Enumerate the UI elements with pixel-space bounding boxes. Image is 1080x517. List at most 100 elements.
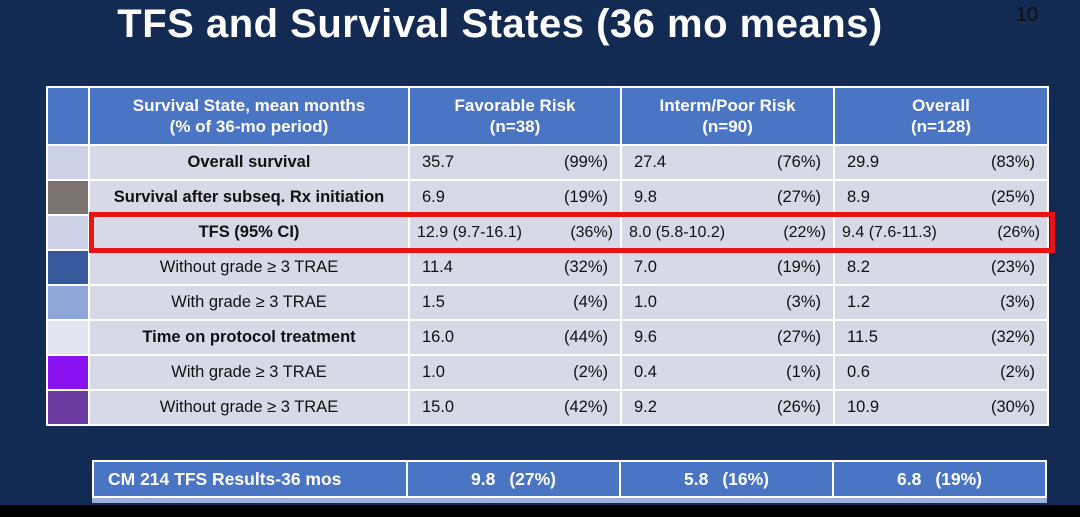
row-color-swatch bbox=[48, 321, 88, 354]
overall-cell: 29.9 (83%) bbox=[835, 146, 1047, 179]
row-label: Overall survival bbox=[90, 146, 408, 179]
header-line: Interm/Poor Risk bbox=[659, 95, 796, 115]
table-row-without-grade3-trae-protocol: Without grade ≥ 3 TRAE 15.0 (42%) 9.2 (26%… bbox=[48, 391, 1047, 424]
cm214-label: CM 214 TFS Results-36 mos bbox=[94, 462, 406, 496]
row-color-swatch bbox=[48, 216, 88, 249]
pct-value: (30%) bbox=[990, 398, 1035, 416]
row-label: With grade ≥ 3 TRAE bbox=[90, 286, 408, 319]
mean-value: 1.2 bbox=[847, 293, 870, 311]
row-label: Without grade ≥ 3 TRAE bbox=[90, 251, 408, 284]
pct-value: (27%) bbox=[776, 188, 821, 206]
pct-value: (27%) bbox=[509, 468, 556, 489]
pct-value: (2%) bbox=[1000, 363, 1035, 381]
pct-value: (36%) bbox=[570, 223, 613, 241]
table-row-survival-after-subseq-rx: Survival after subseq. Rx initiation 6.9… bbox=[48, 181, 1047, 214]
table-row-time-on-protocol: Time on protocol treatment 16.0 (44%) 9.6… bbox=[48, 321, 1047, 354]
mean-value: 10.9 bbox=[847, 398, 880, 416]
header-overall: Overall (n=128) bbox=[835, 88, 1047, 144]
pct-value: (19%) bbox=[935, 468, 982, 489]
mean-value: 16.0 bbox=[422, 328, 455, 346]
favorable-cell: 35.7 (99%) bbox=[410, 146, 620, 179]
pct-value: (26%) bbox=[776, 398, 821, 416]
interm-cell: 27.4 (76%) bbox=[622, 146, 833, 179]
favorable-cell: 11.4 (32%) bbox=[410, 251, 620, 284]
pct-value: (1%) bbox=[786, 363, 821, 381]
pct-value: (3%) bbox=[786, 293, 821, 311]
pct-value: (44%) bbox=[563, 328, 608, 346]
pct-value: (99%) bbox=[563, 153, 608, 171]
pct-value: (19%) bbox=[776, 258, 821, 276]
mean-value: 8.9 bbox=[847, 188, 870, 206]
interm-cell: 9.6 (27%) bbox=[622, 321, 833, 354]
mean-value: 6.8 bbox=[896, 468, 922, 489]
header-survival-state: Survival State, mean months (% of 36-mo … bbox=[90, 88, 408, 144]
header-swatch-cell bbox=[48, 88, 88, 144]
interm-cell: 8.0 (5.8-10.2) (22%) bbox=[622, 216, 833, 249]
mean-value: 35.7 bbox=[422, 153, 455, 171]
mean-value: 27.4 bbox=[634, 153, 667, 171]
table-row-with-grade3-trae-protocol: With grade ≥ 3 TRAE 1.0 (2%) 0.4 (1%) 0.6 (… bbox=[48, 356, 1047, 389]
mean-value: 5.8 bbox=[683, 468, 709, 489]
mean-value: 8.2 bbox=[847, 258, 870, 276]
header-line: (n=90) bbox=[702, 117, 753, 136]
mean-value: 9.8 bbox=[634, 188, 657, 206]
mean-value: 7.0 bbox=[634, 258, 657, 276]
interm-cell: 9.2 (26%) bbox=[622, 391, 833, 424]
pct-value: (42%) bbox=[563, 398, 608, 416]
interm-cell: 9.8 (27%) bbox=[622, 181, 833, 214]
mean-value: 1.0 bbox=[422, 363, 445, 381]
row-label: Without grade ≥ 3 TRAE bbox=[90, 391, 408, 424]
row-label: Survival after subseq. Rx initiation bbox=[90, 181, 408, 214]
interm-cell: 1.0 (3%) bbox=[622, 286, 833, 319]
table-row-without-grade3-trae-tfs: Without grade ≥ 3 TRAE 11.4 (32%) 7.0 (19%… bbox=[48, 251, 1047, 284]
header-line: (n=38) bbox=[489, 117, 541, 136]
mean-value: 0.4 bbox=[634, 363, 657, 381]
overall-cell: 11.5 (32%) bbox=[835, 321, 1047, 354]
header-interm-poor-risk: Interm/Poor Risk (n=90) bbox=[622, 88, 833, 144]
overall-cell: 9.4 (7.6-11.3) (26%) bbox=[835, 216, 1047, 249]
pct-value: (16%) bbox=[722, 468, 769, 489]
row-label: With grade ≥ 3 TRAE bbox=[90, 356, 408, 389]
header-line: Survival State, mean months bbox=[132, 95, 366, 115]
pct-value: (4%) bbox=[573, 293, 608, 311]
mean-value: 6.9 bbox=[422, 188, 445, 206]
favorable-cell: 16.0 (44%) bbox=[410, 321, 620, 354]
slide-title: TFS and Survival States (36 mo means) bbox=[117, 2, 883, 46]
mean-value: 11.5 bbox=[847, 328, 878, 346]
table-row-with-grade3-trae-tfs: With grade ≥ 3 TRAE 1.5 (4%) 1.0 (3%) 1.2 (… bbox=[48, 286, 1047, 319]
survival-states-table: Survival State, mean months (% of 36-mo … bbox=[46, 86, 1055, 426]
pct-value: (26%) bbox=[997, 223, 1040, 241]
mean-value: 9.6 bbox=[634, 328, 657, 346]
header-line: (% of 36-mo period) bbox=[169, 117, 329, 136]
interm-cell: 0.4 (1%) bbox=[622, 356, 833, 389]
pct-value: (23%) bbox=[990, 258, 1035, 276]
mean-value: 11.4 bbox=[422, 258, 453, 276]
mean-value: 12.9 (9.7-16.1) bbox=[417, 223, 522, 241]
pct-value: (27%) bbox=[776, 328, 821, 346]
overall-cell: 0.6 (2%) bbox=[835, 356, 1047, 389]
pct-value: (19%) bbox=[563, 188, 608, 206]
overall-cell: 8.2 (23%) bbox=[835, 251, 1047, 284]
cm214-results-bar: CM 214 TFS Results-36 mos 9.8 (27%) 5.8 (1… bbox=[92, 460, 1047, 498]
mean-value: 29.9 bbox=[847, 153, 880, 171]
row-label: TFS (95% CI) bbox=[90, 216, 408, 249]
row-color-swatch bbox=[48, 181, 88, 214]
table-row-tfs: TFS (95% CI) 12.9 (9.7-16.1) (36%) 8.0 (5… bbox=[48, 212, 1055, 253]
pct-value: (83%) bbox=[990, 153, 1035, 171]
cm214-favorable-cell: 9.8 (27%) bbox=[408, 462, 619, 496]
row-color-swatch bbox=[48, 391, 88, 424]
pct-value: (32%) bbox=[563, 258, 608, 276]
pct-value: (25%) bbox=[990, 188, 1035, 206]
mean-value: 9.2 bbox=[634, 398, 657, 416]
pct-value: (32%) bbox=[990, 328, 1035, 346]
pct-value: (2%) bbox=[573, 363, 608, 381]
favorable-cell: 1.5 (4%) bbox=[410, 286, 620, 319]
row-color-swatch bbox=[48, 286, 88, 319]
mean-value: 8.0 (5.8-10.2) bbox=[629, 223, 726, 241]
row-label: Time on protocol treatment bbox=[90, 321, 408, 354]
header-line: Overall bbox=[912, 95, 970, 115]
table-row-overall-survival: Overall survival 35.7 (99%) 27.4 (76%) 29.… bbox=[48, 146, 1047, 179]
favorable-cell: 1.0 (2%) bbox=[410, 356, 620, 389]
row-color-swatch bbox=[48, 146, 88, 179]
